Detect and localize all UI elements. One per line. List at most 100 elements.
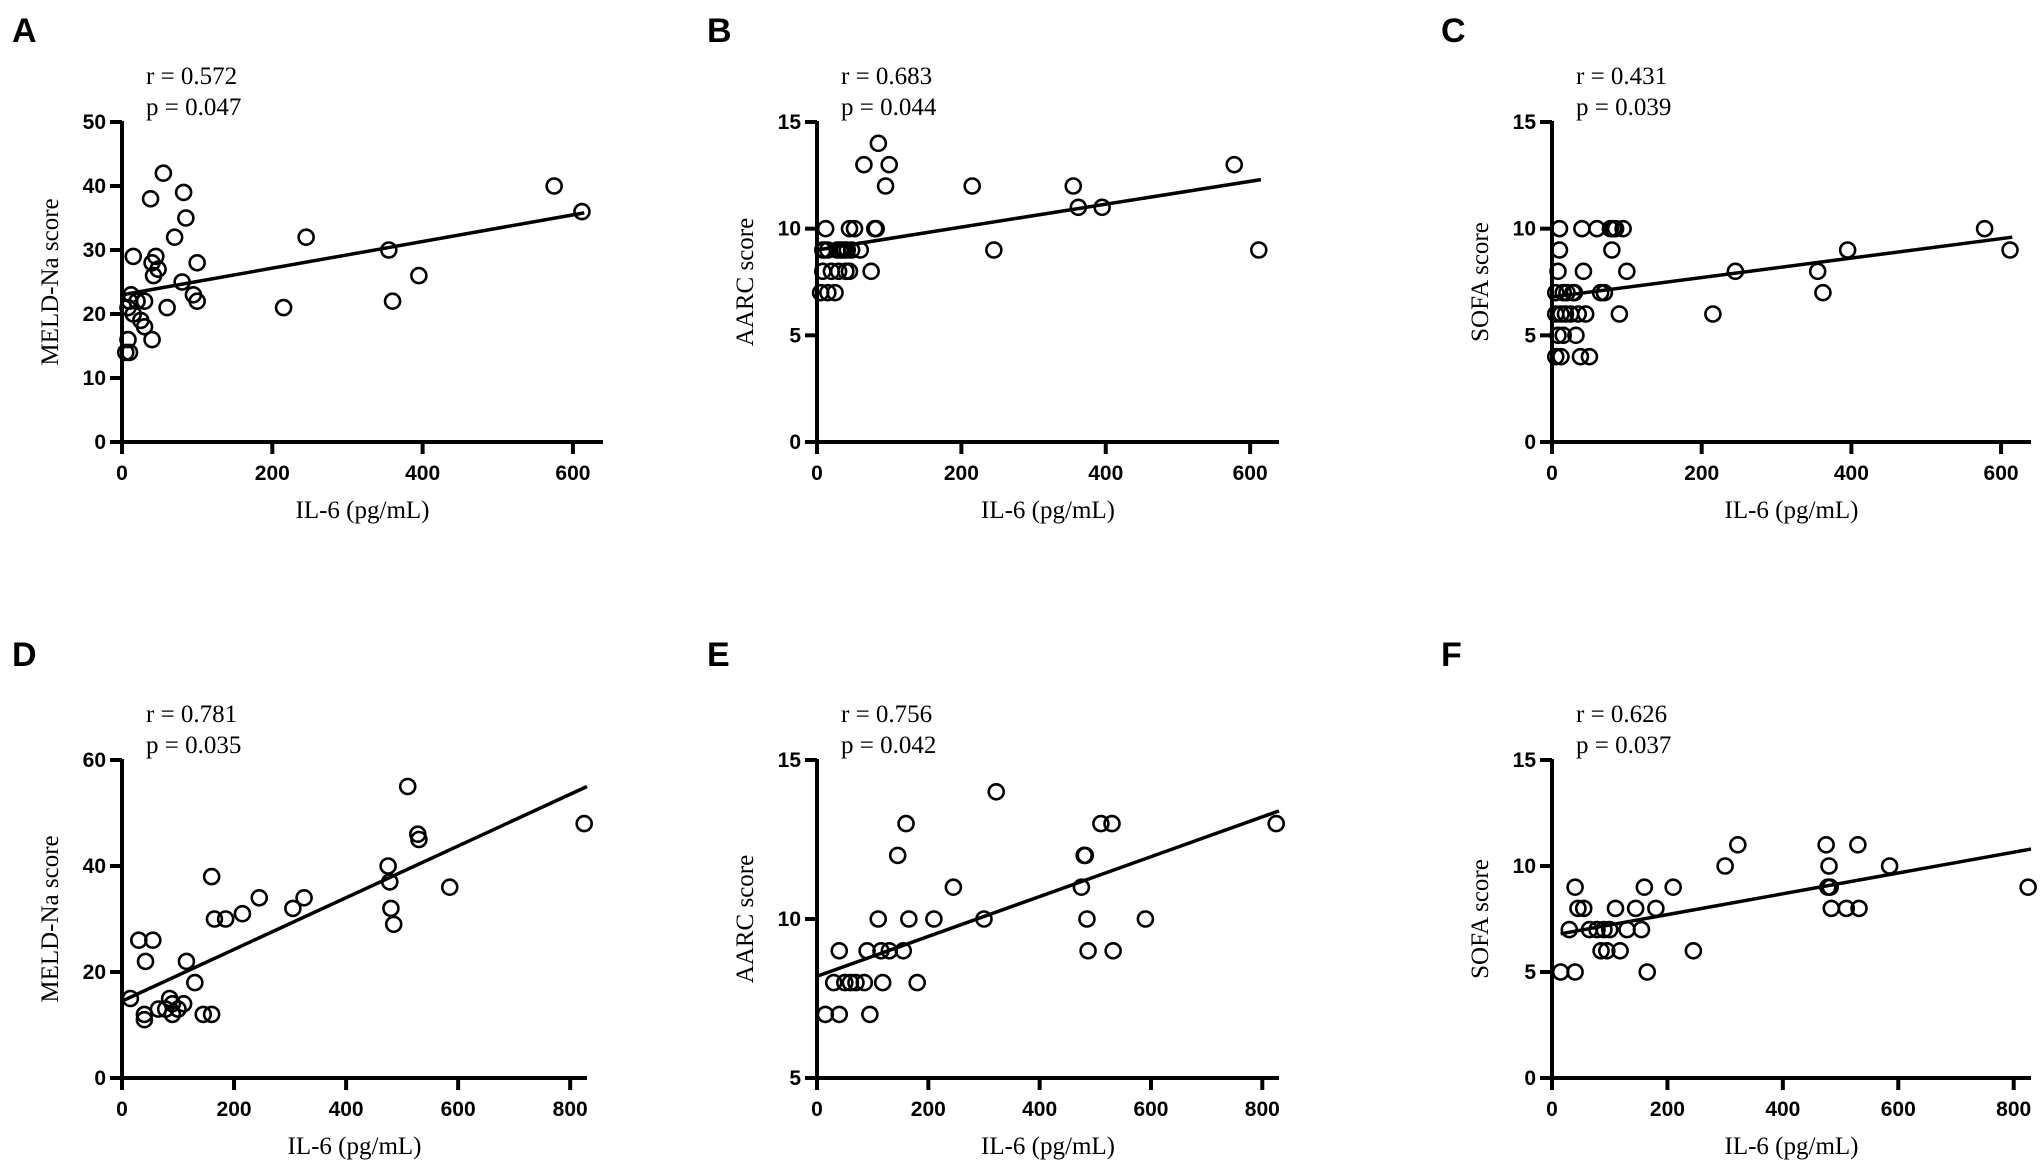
data-point — [1880, 857, 1899, 875]
data-point — [855, 155, 873, 174]
data-point — [297, 228, 315, 246]
p-value: p = 0.047 — [146, 94, 241, 121]
data-point — [186, 973, 204, 992]
data-point — [1267, 814, 1286, 833]
y-tick-label: 20 — [83, 961, 106, 984]
data-point — [545, 177, 563, 195]
panel-letter: C — [1441, 12, 1466, 50]
data-point — [1726, 262, 1745, 281]
y-tick-label: 10 — [83, 367, 106, 390]
y-tick-label: 15 — [1513, 749, 1537, 772]
data-point — [1556, 305, 1575, 323]
data-point — [177, 952, 196, 971]
data-point — [144, 931, 162, 950]
data-point — [216, 910, 235, 928]
x-tick-label: 600 — [555, 462, 590, 485]
x-tick-label: 800 — [1996, 1098, 2031, 1121]
regression-line — [1551, 235, 2013, 299]
data-point — [573, 202, 591, 221]
y-tick-label: 0 — [94, 1067, 106, 1090]
x-tick-label: 600 — [441, 1098, 476, 1121]
data-point — [1716, 857, 1734, 875]
x-tick-label: 400 — [1765, 1098, 1800, 1121]
data-point — [1573, 219, 1591, 238]
r-value: r = 0.756 — [841, 701, 932, 728]
data-point — [1552, 347, 1570, 366]
x-tick-label: 200 — [217, 1098, 252, 1121]
data-point — [1092, 814, 1110, 833]
panel-a: Ar = 0.572 p = 0.047 0 10 20 30 40 50 0 200 400 600… — [12, 12, 603, 524]
data-point — [384, 915, 403, 934]
panel-letter: E — [707, 636, 730, 674]
y-tick-label: 10 — [1513, 218, 1536, 241]
data-point — [873, 973, 892, 992]
x-tick-label: 800 — [553, 1098, 588, 1121]
data-point — [141, 190, 160, 208]
data-point — [1632, 920, 1651, 939]
data-point — [1618, 262, 1636, 281]
data-point — [1103, 814, 1121, 833]
data-point — [1598, 941, 1616, 960]
data-point — [143, 330, 161, 349]
x-tick-label: 400 — [1088, 462, 1123, 485]
y-tick-label: 5 — [789, 1067, 801, 1090]
data-point — [1600, 920, 1619, 939]
data-point — [1704, 305, 1722, 323]
data-point — [1626, 899, 1645, 918]
data-point — [174, 994, 193, 1013]
data-point — [1560, 920, 1579, 939]
data-point — [869, 910, 888, 928]
data-point — [440, 878, 459, 897]
y-tick-label: 10 — [778, 218, 801, 241]
x-tick-label: 200 — [255, 462, 290, 485]
y-tick-label: 0 — [1524, 431, 1536, 454]
x-tick-label: 200 — [1684, 462, 1719, 485]
data-point — [410, 266, 428, 285]
data-point — [1837, 899, 1856, 918]
data-point — [867, 219, 885, 238]
data-point — [1567, 326, 1585, 345]
y-tick-label: 40 — [83, 175, 106, 198]
data-point — [975, 910, 993, 928]
data-point — [1638, 963, 1657, 981]
data-point — [1850, 899, 1868, 918]
data-point — [1576, 305, 1595, 323]
r-value: r = 0.572 — [146, 63, 237, 90]
data-point — [1069, 198, 1088, 217]
x-tick-label: 600 — [1233, 462, 1268, 485]
data-point — [135, 1010, 154, 1029]
y-axis-label: MELD-Na score — [37, 198, 64, 365]
data-point — [830, 1005, 849, 1024]
panel-b: Br = 0.683 p = 0.044 0 5 10 15 0 200 400 600 IL-6 … — [707, 12, 1279, 524]
x-tick-label: 600 — [1984, 462, 2019, 485]
data-point — [169, 1000, 187, 1018]
x-axis-label: IL-6 (pg/mL) — [981, 497, 1115, 524]
regression-line — [816, 809, 1280, 978]
data-point — [2001, 241, 2019, 259]
data-point — [985, 241, 1003, 259]
x-axis-label: IL-6 (pg/mL) — [288, 1133, 422, 1160]
data-point — [1610, 305, 1629, 323]
data-point — [1606, 219, 1625, 238]
data-point — [149, 260, 167, 279]
y-tick-label: 15 — [1513, 111, 1537, 134]
regression-line — [816, 177, 1262, 252]
data-point — [575, 814, 593, 833]
data-point — [1136, 910, 1155, 928]
data-point — [284, 899, 302, 918]
data-point — [1565, 283, 1584, 302]
data-point — [1647, 899, 1665, 918]
p-value: p = 0.039 — [1576, 94, 1671, 121]
y-tick-label: 5 — [1524, 324, 1536, 347]
data-point — [963, 177, 982, 195]
data-point — [1546, 347, 1565, 366]
data-point — [1566, 878, 1584, 897]
x-tick-label: 0 — [116, 1098, 128, 1121]
data-point — [1664, 878, 1682, 897]
data-point — [1550, 241, 1569, 259]
data-point — [1820, 857, 1838, 875]
data-point — [1569, 305, 1587, 323]
x-tick-label: 0 — [1546, 1098, 1558, 1121]
data-point — [1549, 326, 1567, 345]
x-tick-label: 400 — [405, 462, 440, 485]
